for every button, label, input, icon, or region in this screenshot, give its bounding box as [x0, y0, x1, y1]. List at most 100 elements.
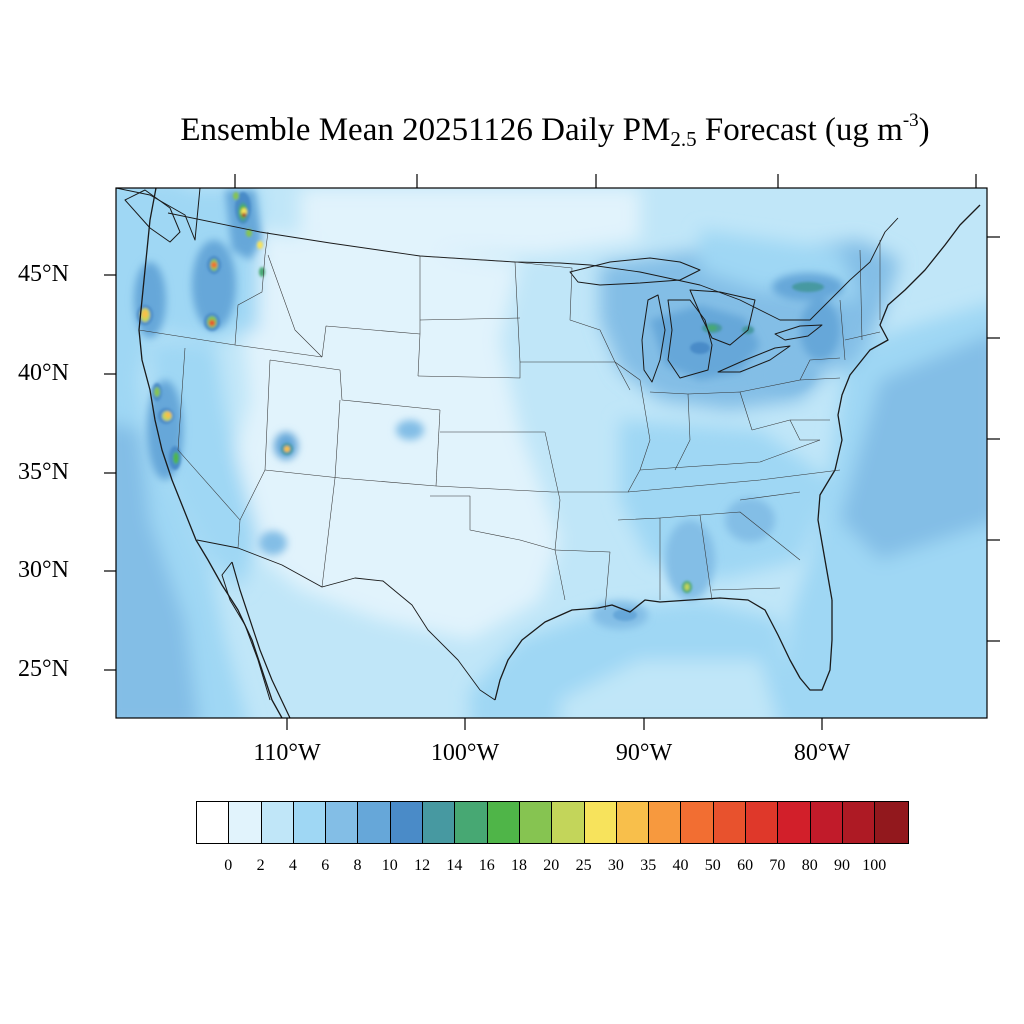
- state-line: [544, 431, 566, 601]
- state-line: [739, 491, 801, 501]
- colorbar-label: 20: [543, 857, 560, 874]
- state-line: [844, 331, 881, 341]
- colorbar-box: [584, 802, 617, 843]
- state-line: [430, 495, 556, 551]
- field-gulf-south: [560, 660, 777, 718]
- state-line: [234, 231, 269, 346]
- lon-label-100w: 100°W: [430, 740, 500, 766]
- field-arizona: [259, 531, 287, 555]
- colorbar-box: [455, 802, 488, 843]
- map-title: Ensemble Mean 20251126 Daily PM2.5 Forec…: [180, 110, 930, 151]
- colorbar-label: 2: [256, 857, 265, 874]
- pacific-coastline: [138, 188, 283, 718]
- colorbar-box: [875, 802, 908, 843]
- baja-coast: [231, 561, 291, 718]
- field-intermountain-clean: [230, 230, 560, 640]
- colorbar-label: 100: [862, 857, 887, 874]
- colorbar-label: 16: [478, 857, 495, 874]
- state-line: [789, 419, 820, 441]
- colorbar-box: [778, 802, 811, 843]
- colorbar-label: 40: [672, 857, 689, 874]
- colorbar-label: 12: [414, 857, 431, 874]
- state-line: [514, 261, 616, 363]
- field-canada-clean: [300, 188, 640, 255]
- state-line: [267, 254, 323, 358]
- state-line: [321, 399, 341, 588]
- colorbar-label: 70: [769, 857, 786, 874]
- colorbar-label: 14: [446, 857, 463, 874]
- tick-marks: [104, 174, 1000, 730]
- field-ohio-valley: [755, 357, 815, 393]
- field-colorado: [396, 420, 424, 440]
- state-line: [639, 439, 821, 471]
- lon-label-110w: 110°W: [253, 740, 321, 766]
- state-lines: [138, 231, 881, 611]
- state-line: [614, 361, 651, 471]
- colorbar-box: [552, 802, 585, 843]
- concentration-field: [116, 188, 987, 718]
- colorbar-box: [842, 802, 876, 843]
- state-line: [435, 485, 553, 493]
- vancouver-island: [124, 189, 181, 243]
- state-line: [435, 409, 441, 487]
- colorbar-box: [423, 802, 456, 843]
- state-line: [417, 362, 521, 379]
- colorbar-box: [229, 802, 262, 843]
- colorbar-box: [810, 802, 843, 843]
- boundaries: [116, 188, 981, 718]
- lake-erie: [717, 345, 791, 373]
- colorbar-label: 30: [607, 857, 624, 874]
- colorbar-label: 18: [511, 857, 527, 874]
- lat-label-35n: 35°N: [18, 459, 69, 485]
- gulf-of-california: [221, 561, 271, 701]
- colorbar-label: 4: [288, 857, 297, 874]
- state-line: [649, 391, 691, 471]
- lake-superior: [569, 257, 701, 286]
- colorbar-box: [487, 802, 520, 843]
- lat-label-45n: 45°N: [18, 261, 69, 287]
- atlantic-coastline: [817, 204, 981, 601]
- state-line: [237, 519, 241, 549]
- us-canada-border-east: [589, 217, 899, 321]
- colorbar-label: 90: [834, 857, 850, 874]
- colorbar-box: [649, 802, 682, 843]
- lon-label-80w: 80°W: [793, 740, 851, 766]
- colorbar-box: [681, 802, 714, 843]
- field-idaho: [192, 240, 236, 330]
- lake-michigan: [641, 294, 666, 383]
- lat-label-40n: 40°N: [18, 360, 69, 386]
- state-line: [419, 317, 521, 321]
- colorbar-box: [261, 802, 294, 843]
- lake-huron: [689, 289, 756, 346]
- field-atlantic-offshore: [840, 335, 987, 560]
- lake-ontario: [774, 324, 823, 341]
- hotspots: [137, 192, 824, 621]
- lat-label-30n: 30°N: [18, 557, 69, 583]
- colorbar-label: 25: [575, 857, 592, 874]
- state-line: [269, 359, 441, 411]
- state-line: [264, 469, 437, 487]
- colorbar-box: [326, 802, 359, 843]
- state-line: [627, 469, 841, 493]
- state-line: [138, 329, 236, 346]
- hotspot-quebec: [792, 282, 824, 292]
- bc-coast: [116, 188, 201, 241]
- state-line: [554, 549, 611, 611]
- colorbar-box: [358, 802, 391, 843]
- us-mexico-border: [196, 539, 496, 701]
- field-michigan-core: [650, 305, 760, 380]
- state-line: [699, 511, 801, 561]
- colorbar-label: 8: [353, 857, 362, 874]
- colorbar-box: [293, 802, 327, 843]
- state-line: [859, 249, 863, 341]
- colorbar-box: [746, 802, 779, 843]
- colorbar-box: [519, 802, 553, 843]
- lower-michigan: [667, 299, 713, 379]
- colorbar-box: [390, 802, 424, 843]
- colorbar: [196, 801, 909, 844]
- state-line: [839, 299, 846, 361]
- colorbar-label: 10: [381, 857, 398, 874]
- colorbar-label: 80: [801, 857, 818, 874]
- colorbar-label: 35: [640, 857, 657, 874]
